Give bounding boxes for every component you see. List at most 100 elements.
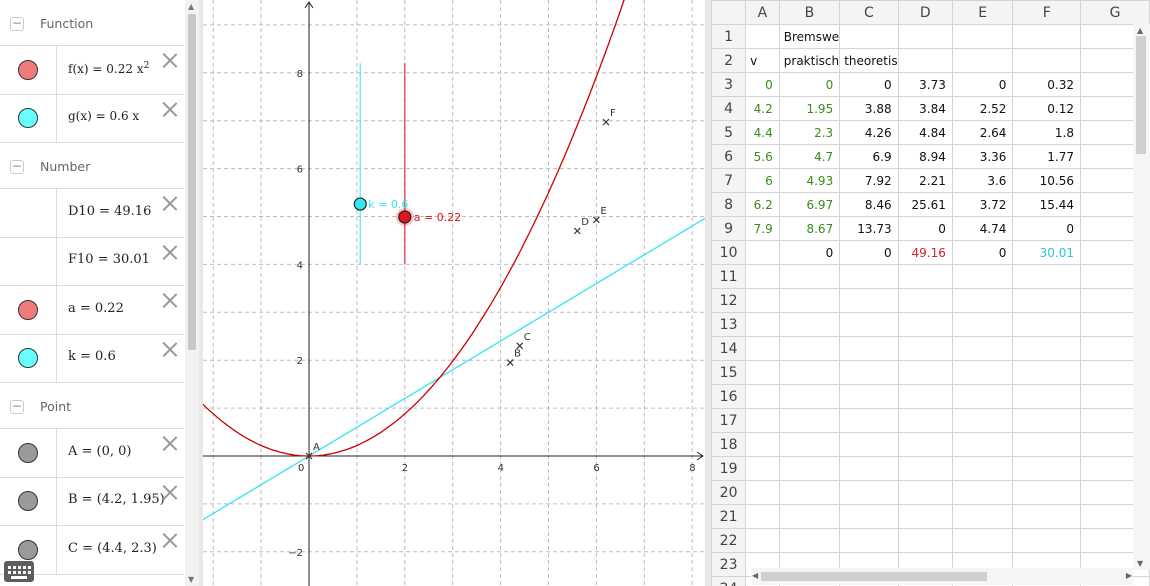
cell-A17[interactable] [745,408,780,433]
visibility-toggle-g[interactable] [18,108,38,129]
category-point[interactable]: − Point [0,383,184,429]
cell-F20[interactable] [1012,480,1082,505]
cell-B17[interactable] [778,408,841,433]
visibility-toggle-A[interactable] [18,442,38,463]
cell-C2[interactable]: theoretis [839,48,899,73]
cell-A7[interactable]: 6 [745,168,780,193]
scroll-down-icon[interactable]: ▼ [188,575,195,584]
cell-F7[interactable]: 10.56 [1012,168,1082,193]
cell-A16[interactable] [745,384,780,409]
scroll-right-icon[interactable]: ▶ [1125,571,1132,580]
scroll-up-icon[interactable]: ▲ [188,2,195,11]
cell-D3[interactable]: 3.73 [897,72,953,97]
cell-A15[interactable] [745,360,780,385]
row-header[interactable]: 9 [711,216,747,241]
visibility-toggle-C[interactable] [18,539,38,560]
algebra-item-f[interactable]: f(x) = 0.22 x2 [0,46,184,95]
graphics-canvas[interactable]: 0 2 4 6 8 8 6 4 2 −2 k = 0.6 a = 0.22 A BC DE F [203,0,705,586]
cell-C12[interactable] [839,288,899,313]
cell-D12[interactable] [897,288,953,313]
cell-D22[interactable] [897,528,953,553]
scroll-left-icon[interactable]: ◀ [752,571,759,580]
collapse-toggle-icon[interactable]: − [10,159,24,174]
cell-B10[interactable]: 0 [778,240,841,265]
category-function[interactable]: − Function [0,0,184,46]
visibility-toggle-B[interactable] [18,491,38,512]
algebra-item-d10[interactable]: D10 = 49.16 [0,189,184,238]
spreadsheet-vertical-scrollbar[interactable]: ▲ ▼ [1133,24,1150,570]
row-header[interactable]: 11 [711,264,747,289]
row-header[interactable]: 24 [711,576,747,586]
cell-C3[interactable]: 0 [839,72,899,97]
cell-F6[interactable]: 1.77 [1012,144,1082,169]
collapse-toggle-icon[interactable]: − [10,16,24,31]
cell-C17[interactable] [839,408,899,433]
cell-B13[interactable] [778,312,841,337]
delete-icon[interactable] [162,484,178,500]
cell-A2[interactable]: v [745,48,780,73]
cell-F5[interactable]: 1.8 [1012,120,1082,145]
cell-C13[interactable] [839,312,899,337]
cell-C22[interactable] [839,528,899,553]
point-F-mark[interactable] [602,118,610,126]
cell-A8[interactable]: 6.2 [745,192,780,217]
spreadsheet-horizontal-scrollbar[interactable]: ◀ ▶ [751,568,1133,585]
row-header[interactable]: 23 [711,552,747,577]
visibility-toggle-f[interactable] [18,59,38,80]
scroll-down-icon[interactable]: ▼ [1137,559,1144,568]
delete-icon[interactable] [162,292,178,308]
cell-E5[interactable]: 2.64 [951,120,1014,145]
cell-F1[interactable] [1012,24,1082,49]
cell-E1[interactable] [951,24,1014,49]
cell-E18[interactable] [951,432,1014,457]
cell-D9[interactable]: 0 [897,216,953,241]
cell-E2[interactable] [951,48,1014,73]
cell-D19[interactable] [897,456,953,481]
cell-D21[interactable] [897,504,953,529]
cell-F10[interactable]: 30.01 [1012,240,1082,265]
cell-A21[interactable] [745,504,780,529]
cell-B16[interactable] [778,384,841,409]
cell-D17[interactable] [897,408,953,433]
row-header[interactable]: 21 [711,504,747,529]
visibility-toggle-k[interactable] [18,348,38,369]
delete-icon[interactable] [162,532,178,548]
cell-C11[interactable] [839,264,899,289]
cell-F16[interactable] [1012,384,1082,409]
cell-A10[interactable] [745,240,780,265]
scroll-up-icon[interactable]: ▲ [1137,26,1144,35]
cell-C10[interactable]: 0 [839,240,899,265]
cell-B3[interactable]: 0 [778,72,841,97]
cell-D14[interactable] [897,336,953,361]
algebra-item-k[interactable]: k = 0.6 [0,334,184,383]
cell-C4[interactable]: 3.88 [839,96,899,121]
slider-a-handle[interactable] [398,210,412,224]
cell-D20[interactable] [897,480,953,505]
cell-E19[interactable] [951,456,1014,481]
cell-F19[interactable] [1012,456,1082,481]
cell-A4[interactable]: 4.2 [745,96,780,121]
column-header-B[interactable]: B [778,0,841,25]
cell-E12[interactable] [951,288,1014,313]
row-header[interactable]: 2 [711,48,747,73]
row-header[interactable]: 20 [711,480,747,505]
scrollbar-thumb[interactable] [188,14,196,350]
row-header[interactable]: 13 [711,312,747,337]
cell-D10[interactable]: 49.16 [897,240,953,265]
algebra-item-A[interactable]: A = (0, 0) [0,429,184,478]
function-g-graph[interactable] [203,192,705,528]
point-A-mark[interactable] [305,452,313,460]
graphics-view[interactable]: 0 2 4 6 8 8 6 4 2 −2 k = 0.6 a = 0.22 A B C D E F [199,0,705,586]
cell-A3[interactable]: 0 [745,72,780,97]
point-E-mark[interactable] [592,216,600,224]
cell-B15[interactable] [778,360,841,385]
cell-B6[interactable]: 4.7 [778,144,841,169]
cell-F4[interactable]: 0.12 [1012,96,1082,121]
row-header[interactable]: 16 [711,384,747,409]
number-f10-expression[interactable]: F10 = 30.01 [68,252,150,268]
function-f-graph[interactable] [203,0,644,457]
cell-E14[interactable] [951,336,1014,361]
cell-E4[interactable]: 2.52 [951,96,1014,121]
cell-F18[interactable] [1012,432,1082,457]
